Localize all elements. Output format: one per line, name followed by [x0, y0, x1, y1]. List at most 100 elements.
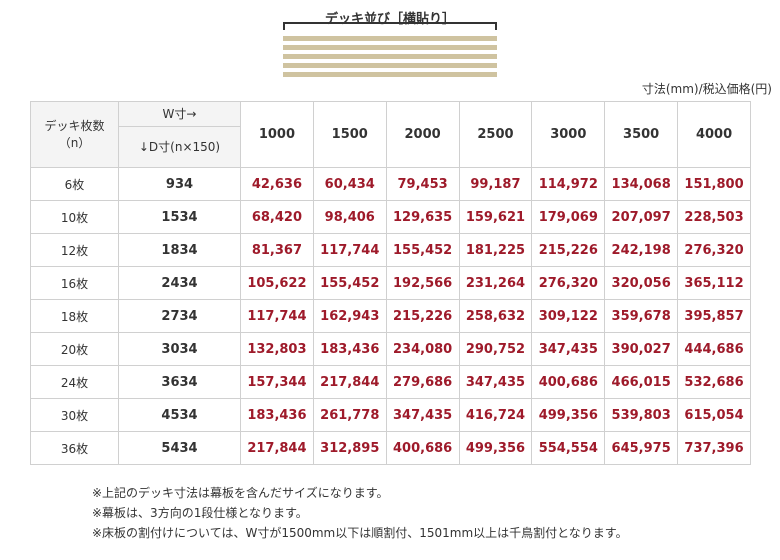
price-cell: 737,396: [677, 431, 751, 465]
price-cell: 231,264: [458, 266, 533, 300]
price-cell: 181,225: [458, 233, 533, 267]
deck-count-cell: 24枚: [30, 365, 119, 399]
price-cell: 192,566: [385, 266, 460, 300]
price-cell: 162,943: [312, 299, 387, 333]
price-cell: 129,635: [385, 200, 460, 234]
price-cell: 395,857: [677, 299, 751, 333]
price-cell: 134,068: [604, 167, 679, 201]
price-cell: 81,367: [240, 233, 314, 267]
width-header: 3500: [604, 101, 679, 168]
table-row: 36枚 5434 217,844 312,895 400,686 499,356 554,5…: [30, 431, 751, 465]
price-cell: 261,778: [312, 398, 387, 432]
price-cell: 539,803: [604, 398, 679, 432]
deck-count-cell: 30枚: [30, 398, 119, 432]
width-header: 3000: [531, 101, 606, 168]
count-header-n: （n）: [58, 135, 91, 150]
price-cell: 390,027: [604, 332, 679, 366]
price-cell: 42,636: [240, 167, 314, 201]
price-cell: 554,554: [531, 431, 606, 465]
price-cell: 242,198: [604, 233, 679, 267]
price-table: デッキ枚数 （n） W寸→ 1000 1500 2000 2500 3000 3…: [30, 101, 751, 465]
price-cell: 532,686: [677, 365, 751, 399]
price-cell: 466,015: [604, 365, 679, 399]
deck-count-cell: 20枚: [30, 332, 119, 366]
price-cell: 312,895: [312, 431, 387, 465]
table-row: 16枚 2434 105,622 155,452 192,566 231,264 276,3…: [30, 266, 751, 300]
price-cell: 183,436: [240, 398, 314, 432]
price-cell: 234,080: [385, 332, 460, 366]
price-cell: 499,356: [531, 398, 606, 432]
price-cell: 276,320: [677, 233, 751, 267]
deck-count-cell: 6枚: [30, 167, 119, 201]
count-header: デッキ枚数 （n）: [30, 101, 119, 168]
price-cell: 228,503: [677, 200, 751, 234]
deck-plank: [283, 63, 497, 68]
deck-plank: [283, 72, 497, 77]
price-cell: 155,452: [312, 266, 387, 300]
width-bracket: [283, 22, 497, 30]
width-header: 1000: [240, 101, 314, 168]
price-cell: 114,972: [531, 167, 606, 201]
deck-plank: [283, 45, 497, 50]
deck-count-cell: 10枚: [30, 200, 119, 234]
price-cell: 215,226: [531, 233, 606, 267]
table-row: 12枚 1834 81,367 117,744 155,452 181,225 215,22…: [30, 233, 751, 267]
unit-note: 寸法(mm)/税込価格(円): [641, 82, 772, 96]
price-cell: 217,844: [240, 431, 314, 465]
width-header: 2500: [458, 101, 533, 168]
price-cell: 105,622: [240, 266, 314, 300]
deck-count-cell: 16枚: [30, 266, 119, 300]
price-cell: 416,724: [458, 398, 533, 432]
notes: ※上記のデッキ寸法は幕板を含んだサイズになります。 ※幕板は、3方向の1段仕様と…: [92, 483, 628, 543]
price-cell: 159,621: [458, 200, 533, 234]
depth-cell: 5434: [118, 431, 241, 465]
price-cell: 151,800: [677, 167, 751, 201]
note-line: ※幕板は、3方向の1段仕様となります。: [92, 506, 308, 520]
d-dimension-header: ↓D寸(n×150): [118, 126, 241, 168]
depth-cell: 934: [118, 167, 241, 201]
price-cell: 347,435: [531, 332, 606, 366]
price-cell: 79,453: [385, 167, 460, 201]
deck-count-cell: 18枚: [30, 299, 119, 333]
price-cell: 365,112: [677, 266, 751, 300]
price-cell: 179,069: [531, 200, 606, 234]
price-cell: 615,054: [677, 398, 751, 432]
table-row: 18枚 2734 117,744 162,943 215,226 258,632 309,1…: [30, 299, 751, 333]
price-cell: 60,434: [312, 167, 387, 201]
price-cell: 359,678: [604, 299, 679, 333]
deck-layout-diagram: デッキ並び［横貼り］: [283, 8, 497, 77]
table-row: 6枚 934 42,636 60,434 79,453 99,187 114,972 134,…: [30, 167, 751, 201]
note-line: ※上記のデッキ寸法は幕板を含んだサイズになります。: [92, 486, 389, 500]
note-line: ※床板の割付けについては、W寸が1500mm以下は順割付、1501mm以上は千鳥…: [92, 526, 628, 540]
price-cell: 499,356: [458, 431, 533, 465]
price-cell: 444,686: [677, 332, 751, 366]
price-cell: 290,752: [458, 332, 533, 366]
deck-plank: [283, 54, 497, 59]
width-header: 4000: [677, 101, 751, 168]
price-cell: 155,452: [385, 233, 460, 267]
depth-cell: 1834: [118, 233, 241, 267]
width-header: 1500: [312, 101, 387, 168]
width-header: 2000: [385, 101, 460, 168]
price-cell: 215,226: [385, 299, 460, 333]
price-cell: 117,744: [312, 233, 387, 267]
price-cell: 98,406: [312, 200, 387, 234]
price-cell: 347,435: [458, 365, 533, 399]
depth-cell: 4534: [118, 398, 241, 432]
w-dimension-header: W寸→: [118, 101, 241, 127]
table-row: 24枚 3634 157,344 217,844 279,686 347,435 400,6…: [30, 365, 751, 399]
price-cell: 400,686: [385, 431, 460, 465]
price-cell: 400,686: [531, 365, 606, 399]
table-row: 10枚 1534 68,420 98,406 129,635 159,621 179,069…: [30, 200, 751, 234]
count-header-label: デッキ枚数: [44, 118, 105, 133]
price-cell: 117,744: [240, 299, 314, 333]
price-cell: 183,436: [312, 332, 387, 366]
depth-cell: 2434: [118, 266, 241, 300]
deck-count-cell: 36枚: [30, 431, 119, 465]
deck-count-cell: 12枚: [30, 233, 119, 267]
price-cell: 68,420: [240, 200, 314, 234]
price-cell: 645,975: [604, 431, 679, 465]
price-cell: 276,320: [531, 266, 606, 300]
depth-cell: 3034: [118, 332, 241, 366]
price-cell: 279,686: [385, 365, 460, 399]
